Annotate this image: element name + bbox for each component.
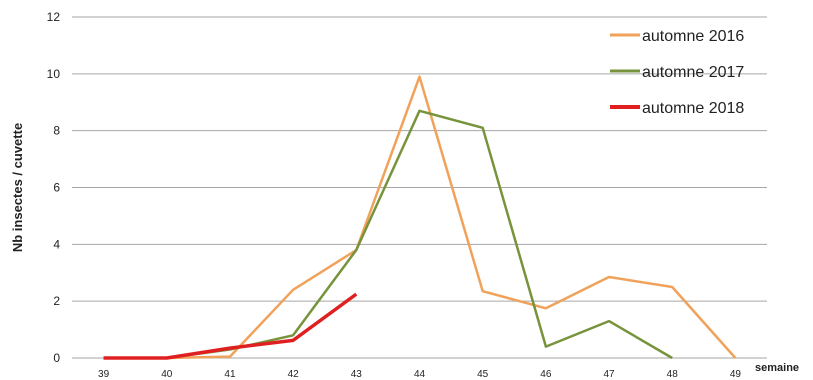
x-tick-label: 44 (414, 369, 426, 380)
y-tick-label: 4 (53, 237, 60, 251)
x-tick-labels: 39 40 41 42 43 44 45 46 47 48 49 (98, 369, 741, 380)
series-line-automne-2016 (103, 75, 737, 360)
x-tick-label: 46 (540, 369, 552, 380)
data-series (103, 75, 737, 360)
legend-label: automne 2018 (642, 100, 744, 117)
series-line-automne-2017 (103, 109, 673, 360)
y-tick-label: 0 (53, 351, 60, 365)
x-tick-label: 48 (667, 369, 679, 380)
y-tick-label: 2 (53, 294, 60, 308)
x-tick-label: 49 (730, 369, 742, 380)
x-tick-label: 47 (603, 369, 615, 380)
legend-label: automne 2016 (642, 28, 744, 45)
y-tick-label: 12 (47, 10, 61, 24)
x-tick-label: 43 (351, 369, 363, 380)
gridlines (72, 16, 767, 302)
x-tick-label: 39 (98, 369, 110, 380)
x-tick-label: 42 (288, 369, 300, 380)
legend: automne 2016 automne 2017 automne 2018 (610, 28, 744, 117)
series-line-automne-2018 (103, 292, 358, 360)
y-axis-label: Nb insectes / cuvette (10, 123, 25, 252)
y-tick-label: 6 (53, 181, 60, 195)
y-tick-label: 8 (53, 124, 60, 138)
legend-label: automne 2017 (642, 64, 744, 81)
y-tick-label: 10 (47, 67, 61, 81)
y-tick-labels: 0 2 4 6 8 10 12 (47, 10, 61, 365)
x-tick-label: 41 (224, 369, 236, 380)
x-axis-label: semaine (755, 362, 799, 374)
x-tick-label: 40 (161, 369, 173, 380)
x-tick-label: 45 (477, 369, 489, 380)
